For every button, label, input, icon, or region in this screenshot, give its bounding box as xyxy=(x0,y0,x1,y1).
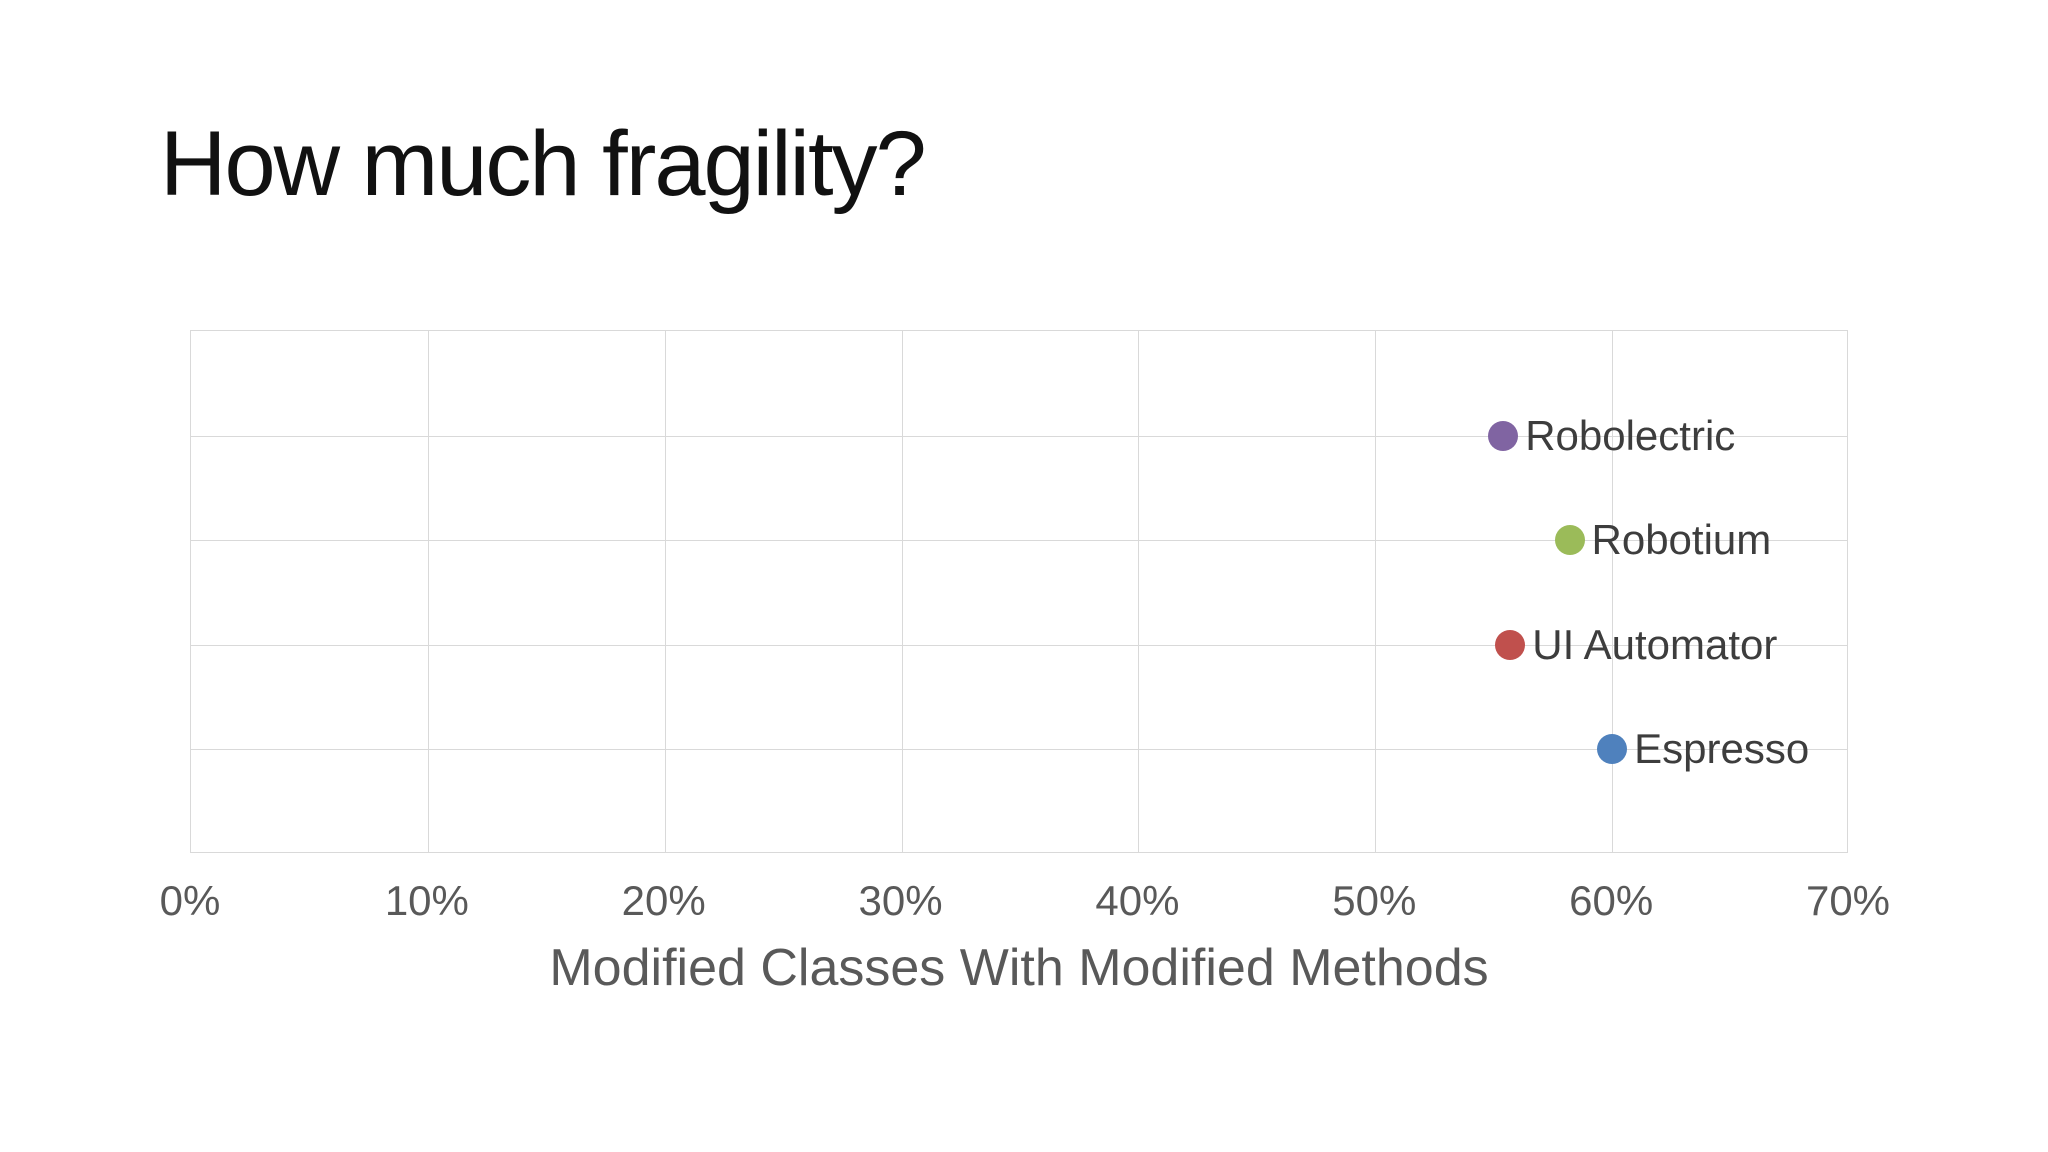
x-tick-label-40: 40% xyxy=(1095,877,1180,924)
vertical-gridline xyxy=(664,331,666,852)
x-tick-label-0: 0% xyxy=(159,877,221,924)
horizontal-gridline xyxy=(191,749,1847,751)
vertical-gridline xyxy=(1138,331,1140,852)
data-point-label-espresso: Espresso xyxy=(1634,725,1810,773)
plot-area: Robolectric Robotium UI Automator Espresso xyxy=(190,330,1848,853)
vertical-gridline xyxy=(427,331,429,852)
x-tick-label-60: 60% xyxy=(1569,877,1654,924)
x-tick-label-20: 20% xyxy=(621,877,706,924)
data-point-label-robolectric: Robolectric xyxy=(1525,411,1736,459)
x-tick-label-30: 30% xyxy=(858,877,943,924)
horizontal-gridline xyxy=(191,435,1847,437)
vertical-gridline xyxy=(1375,331,1377,852)
x-tick-label-50: 50% xyxy=(1332,877,1417,924)
x-tick-label-10: 10% xyxy=(384,877,469,924)
data-point-marker-ui-automator xyxy=(1495,629,1526,660)
horizontal-gridline xyxy=(191,644,1847,646)
data-point-marker-espresso xyxy=(1597,734,1628,765)
x-axis-title: Modified Classes With Modified Methods xyxy=(549,939,1489,997)
x-tick-label-70: 70% xyxy=(1805,877,1891,924)
horizontal-gridline xyxy=(191,540,1847,542)
slide-title: How much fragility? xyxy=(160,113,927,215)
vertical-gridline xyxy=(901,331,903,852)
data-point-marker-robolectric xyxy=(1488,420,1519,451)
data-point-label-ui-automator: UI Automator xyxy=(1532,620,1778,668)
vertical-gridline xyxy=(1612,331,1614,852)
x-axis-tick-labels: 0% 10% 20% 30% 40% 50% 60% 70% xyxy=(160,877,1890,932)
data-point-label-robotium: Robotium xyxy=(1591,516,1772,564)
data-point-marker-robotium xyxy=(1554,525,1585,556)
